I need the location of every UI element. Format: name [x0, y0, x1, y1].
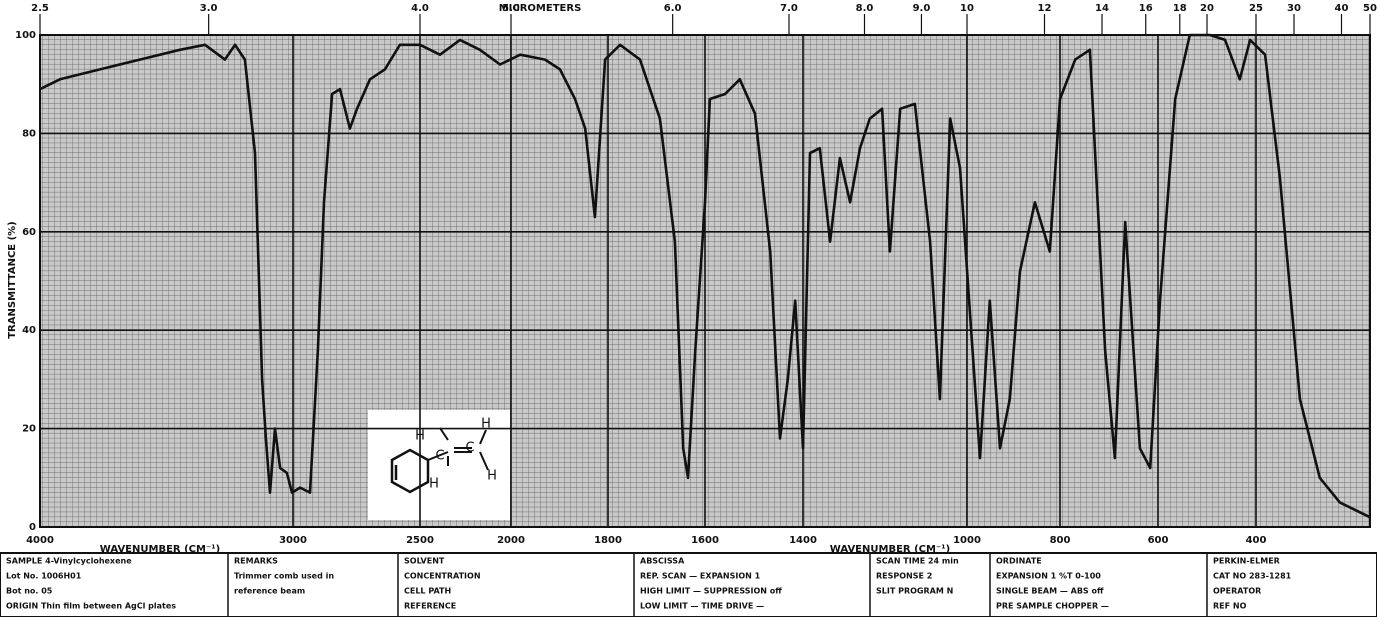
form-text: SOLVENT	[404, 557, 445, 566]
form-text: REFERENCE	[404, 602, 456, 611]
x2-tick-label: 3.0	[200, 3, 218, 14]
x2-tick-label: 50	[1363, 3, 1377, 14]
spectrum-line	[39, 33, 1371, 519]
form-text: reference beam	[234, 587, 305, 596]
y-axis-title: TRANSMITTANCE (%)	[7, 221, 18, 339]
form-text: HIGH LIMIT — SUPPRESSION off	[640, 587, 782, 596]
x-tick-label: 1400	[789, 535, 817, 546]
form-text: PERKIN-ELMER	[1213, 557, 1280, 566]
bonds	[427, 427, 489, 471]
form: SAMPLE 4-Vinylcyclohexene Lot No. 1006H01…	[6, 553, 1292, 617]
x-axis-title-2: WAVENUMBER (CM⁻¹)	[830, 544, 950, 555]
x2-tick-label: 8.0	[856, 3, 874, 14]
form-text: OPERATOR	[1213, 587, 1261, 596]
x-tick-label: 800	[1050, 535, 1071, 546]
form-text: REF NO	[1213, 602, 1247, 611]
x2-tick-label: 30	[1287, 3, 1301, 14]
form-text: REMARKS	[234, 557, 278, 566]
x2-tick-label: 9.0	[913, 3, 931, 14]
x-tick-label: 2000	[497, 535, 525, 546]
x2-tick-label: 6.0	[664, 3, 682, 14]
x2-tick-label: 18	[1173, 3, 1187, 14]
form-text: PRE SAMPLE CHOPPER —	[996, 602, 1109, 611]
x2-tick-label: 2.5	[31, 3, 49, 14]
x-tick-label: 3000	[279, 535, 307, 546]
x2-axis-title: MICROMETERS	[499, 3, 582, 14]
form-text: LOW LIMIT — TIME DRIVE —	[640, 602, 764, 611]
structure-label: C	[465, 441, 474, 456]
form-text: SLIT PROGRAM N	[876, 587, 953, 596]
form-text: EXPANSION 1 %T 0-100	[996, 572, 1101, 581]
y-tick-label: 60	[22, 227, 36, 238]
form-text: Bot no. 05	[6, 587, 53, 596]
x2-tick-label: 14	[1095, 3, 1109, 14]
x2-tick-label: 16	[1139, 3, 1153, 14]
structure-label: H	[429, 477, 439, 492]
form-text: SCAN TIME 24 min	[876, 557, 959, 566]
form-box	[0, 552, 1377, 618]
form-text: CAT NO 283-1281	[1213, 572, 1292, 581]
y-tick-label: 40	[22, 325, 36, 336]
form-text: CONCENTRATION	[404, 572, 481, 581]
x-tick-label: 2500	[406, 535, 434, 546]
x2-tick-label: 12	[1038, 3, 1052, 14]
form-text: SINGLE BEAM — ABS off	[996, 587, 1104, 596]
form-text: RESPONSE 2	[876, 572, 932, 581]
x2-tick-label: 25	[1249, 3, 1263, 14]
x2-tick-label: 7.0	[780, 3, 798, 14]
form-text: SAMPLE 4-Vinylcyclohexene	[6, 557, 132, 566]
structure-label: H	[487, 469, 497, 484]
ring	[390, 448, 430, 494]
x-tick-label: 1800	[594, 535, 622, 546]
form-text: ORDINATE	[996, 557, 1042, 566]
x2-tick-label: 20	[1200, 3, 1214, 14]
x-tick-label: 600	[1148, 535, 1169, 546]
form-text: Trimmer comb used in	[234, 572, 334, 581]
y-tick-label: 80	[22, 128, 36, 139]
x2-tick-label: 10	[960, 3, 974, 14]
x-tick-label: 1000	[953, 535, 981, 546]
y-tick-label: 100	[15, 30, 36, 41]
form-text: ABSCISSA	[640, 557, 685, 566]
x-tick-label: 1600	[691, 535, 719, 546]
x2-tick-label: 5.0	[502, 3, 520, 14]
form-text: Lot No. 1006H01	[6, 572, 82, 581]
x-tick-label: 400	[1246, 535, 1267, 546]
x-tick-label: 4000	[26, 535, 54, 546]
structure-label: H	[415, 429, 425, 444]
structure-label: C	[435, 449, 444, 464]
y-tick-label: 0	[29, 522, 36, 533]
y-tick-label: 20	[22, 424, 36, 435]
structure-label: H	[481, 417, 491, 432]
form-text: REP. SCAN — EXPANSION 1	[640, 572, 761, 581]
form-text: ORIGIN Thin film between AgCl plates	[6, 602, 176, 611]
x-axis-title: WAVENUMBER (CM⁻¹)	[100, 544, 220, 555]
form-text: CELL PATH	[404, 587, 451, 596]
x2-tick-label: 4.0	[411, 3, 429, 14]
x2-tick-label: 40	[1335, 3, 1349, 14]
